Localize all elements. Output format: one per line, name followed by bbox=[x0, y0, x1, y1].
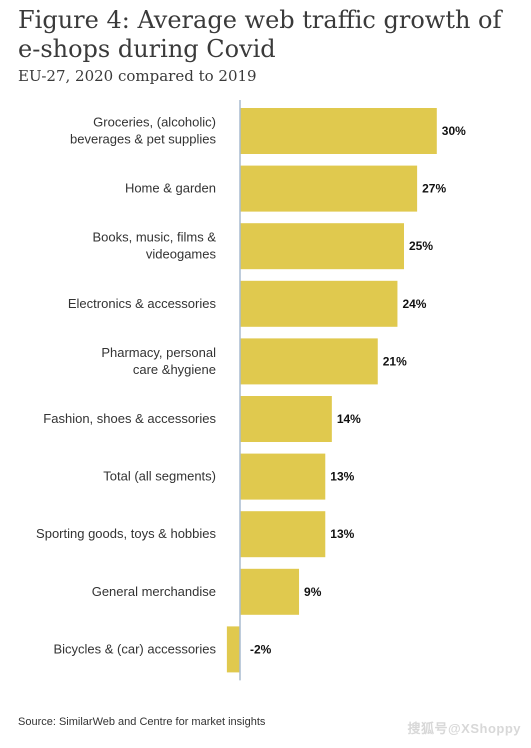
value-label-3: 24% bbox=[402, 297, 426, 311]
bar-chart: 30% Groceries, (alcoholic) beverages & pet… bbox=[36, 100, 466, 681]
bar-1 bbox=[240, 165, 418, 212]
category-label-9: Bicycles & (car) accessories bbox=[53, 641, 216, 656]
value-label-9: -2% bbox=[250, 642, 272, 656]
value-label-6: 13% bbox=[330, 470, 354, 484]
value-label-1: 27% bbox=[422, 182, 446, 196]
category-label-1: Home & garden bbox=[125, 181, 216, 196]
watermark: 搜狐号@XShoppy bbox=[407, 721, 521, 736]
bar-8 bbox=[240, 568, 300, 615]
value-label-2: 25% bbox=[409, 239, 433, 253]
source-note: Source: SimilarWeb and Centre for market… bbox=[18, 716, 266, 728]
bar-4 bbox=[240, 338, 378, 385]
category-label-8: General merchandise bbox=[92, 584, 216, 599]
category-label-6: Total (all segments) bbox=[103, 469, 216, 484]
value-label-4: 21% bbox=[383, 354, 407, 368]
category-label-7: Sporting goods, toys & hobbies bbox=[36, 526, 216, 541]
category-label-0-line-0: Groceries, (alcoholic) bbox=[93, 115, 216, 130]
bar-0 bbox=[240, 108, 437, 154]
category-label-4-line-0: Pharmacy, personal bbox=[101, 345, 216, 360]
bar-6 bbox=[240, 453, 326, 500]
bar-7 bbox=[240, 511, 326, 558]
bar-2 bbox=[240, 223, 404, 270]
value-label-5: 14% bbox=[337, 412, 361, 426]
value-label-7: 13% bbox=[330, 527, 354, 541]
category-label-0-line-1: beverages & pet supplies bbox=[70, 132, 216, 147]
bar-9 bbox=[226, 626, 240, 673]
value-label-0: 30% bbox=[442, 124, 466, 138]
category-label-2-line-1: videogames bbox=[146, 247, 217, 262]
bar-5 bbox=[240, 396, 332, 442]
category-label-4-line-1: care &hygiene bbox=[133, 362, 216, 377]
bar-3 bbox=[240, 280, 398, 327]
chart-subtitle: EU-27, 2020 compared to 2019 bbox=[18, 67, 257, 85]
category-label-3: Electronics & accessories bbox=[68, 296, 217, 311]
value-label-8: 9% bbox=[304, 585, 322, 599]
category-label-5: Fashion, shoes & accessories bbox=[43, 411, 216, 426]
category-label-2-line-0: Books, music, films & bbox=[92, 230, 216, 245]
chart-title: Figure 4: Average web traffic growth of … bbox=[18, 6, 502, 63]
